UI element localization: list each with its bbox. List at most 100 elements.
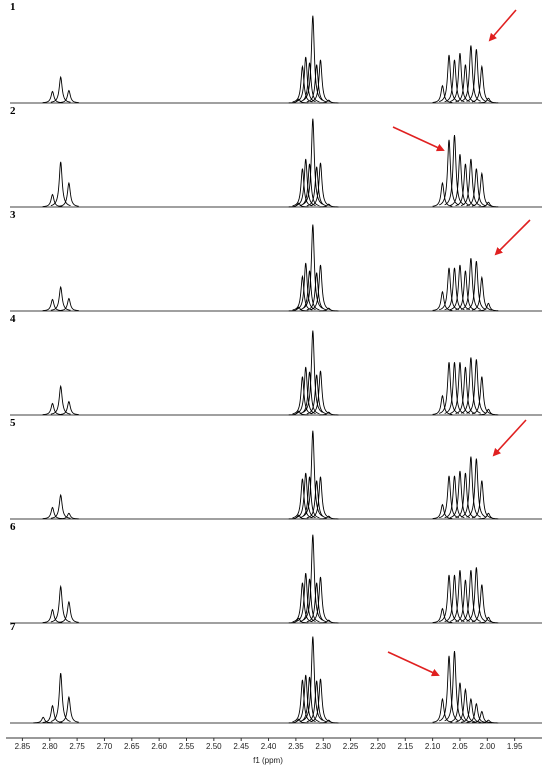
peak (42, 298, 63, 312)
peak (310, 476, 331, 519)
peak (438, 655, 460, 722)
peak (432, 503, 453, 520)
peak (460, 45, 481, 102)
arrow (492, 419, 527, 457)
peak (438, 139, 460, 206)
peak (295, 262, 316, 310)
x-tick-label: 2.75 (69, 742, 85, 751)
peak (318, 619, 339, 624)
peak (310, 576, 331, 623)
x-tick-label: 2.55 (179, 742, 195, 751)
peak (478, 512, 499, 520)
peak (439, 267, 459, 311)
peak (466, 260, 487, 310)
arrow (392, 126, 445, 152)
peak (460, 357, 481, 414)
peak (42, 608, 63, 624)
peak (288, 98, 309, 104)
peak (58, 600, 79, 623)
peak (42, 402, 63, 416)
peak (288, 306, 309, 312)
peak (288, 202, 309, 208)
peak (33, 716, 54, 724)
x-tick-label: 2.05 (452, 742, 468, 751)
peak (466, 567, 487, 622)
peak (432, 290, 453, 311)
peak (58, 695, 79, 723)
peak (449, 362, 470, 414)
peak (306, 272, 327, 311)
x-tick-label: 2.80 (42, 742, 58, 751)
peak (306, 374, 327, 415)
peak (50, 285, 71, 311)
peak (302, 224, 323, 309)
peak (478, 408, 499, 416)
peak (288, 617, 309, 624)
peak (310, 264, 331, 311)
peak (59, 89, 79, 104)
peak (50, 493, 71, 519)
x-tick-label: 1.95 (507, 742, 523, 751)
x-tick-label: 2.70 (97, 742, 113, 751)
peak (444, 475, 465, 519)
peak (466, 702, 487, 723)
peak (288, 514, 309, 520)
peak (471, 275, 492, 311)
peak (455, 64, 476, 103)
peak (455, 270, 476, 311)
peak (318, 411, 339, 416)
peak (292, 168, 313, 207)
peak (302, 15, 323, 101)
x-tick-label: 2.85 (15, 742, 31, 751)
x-tick-label: 2.45 (233, 742, 249, 751)
arrow (494, 219, 531, 256)
peak (444, 134, 465, 206)
peak (478, 302, 499, 312)
peak (295, 674, 316, 722)
peak (455, 366, 476, 414)
x-tick-label: 2.35 (288, 742, 304, 751)
spectrum-label: 7 (10, 621, 16, 633)
peak (50, 161, 71, 207)
peak (460, 258, 481, 310)
x-axis-label: f1 (ppm) (253, 756, 283, 765)
arrows (387, 9, 531, 677)
peak (306, 582, 327, 623)
peak (302, 534, 323, 621)
peak (471, 171, 492, 207)
peak (471, 64, 492, 103)
x-tick-label: 2.40 (261, 742, 277, 751)
peak (318, 203, 339, 208)
peak (318, 515, 339, 520)
peak (466, 359, 487, 414)
spectrum-label: 1 (10, 1, 16, 13)
peak (449, 570, 470, 622)
peak (460, 456, 481, 518)
peak (460, 158, 481, 206)
peak (295, 56, 316, 103)
peak (50, 75, 71, 103)
peak (471, 584, 492, 623)
peak (471, 376, 492, 415)
peak (302, 330, 323, 413)
peak (50, 384, 71, 415)
spectrum-label: 6 (10, 521, 16, 533)
peak (478, 616, 499, 624)
peak (432, 394, 453, 415)
x-tick-label: 2.60 (151, 742, 167, 751)
peak (288, 718, 309, 724)
peak (292, 679, 313, 723)
peak (295, 472, 316, 519)
x-tick-label: 2.50 (206, 742, 222, 751)
peak (306, 64, 327, 103)
peak (302, 636, 323, 721)
peak (466, 458, 487, 518)
spectrum-label: 5 (10, 417, 16, 429)
peak (306, 480, 327, 519)
peak (295, 158, 316, 206)
peak (295, 366, 316, 414)
peak (42, 506, 63, 520)
peak (478, 97, 499, 104)
peak (50, 584, 71, 623)
